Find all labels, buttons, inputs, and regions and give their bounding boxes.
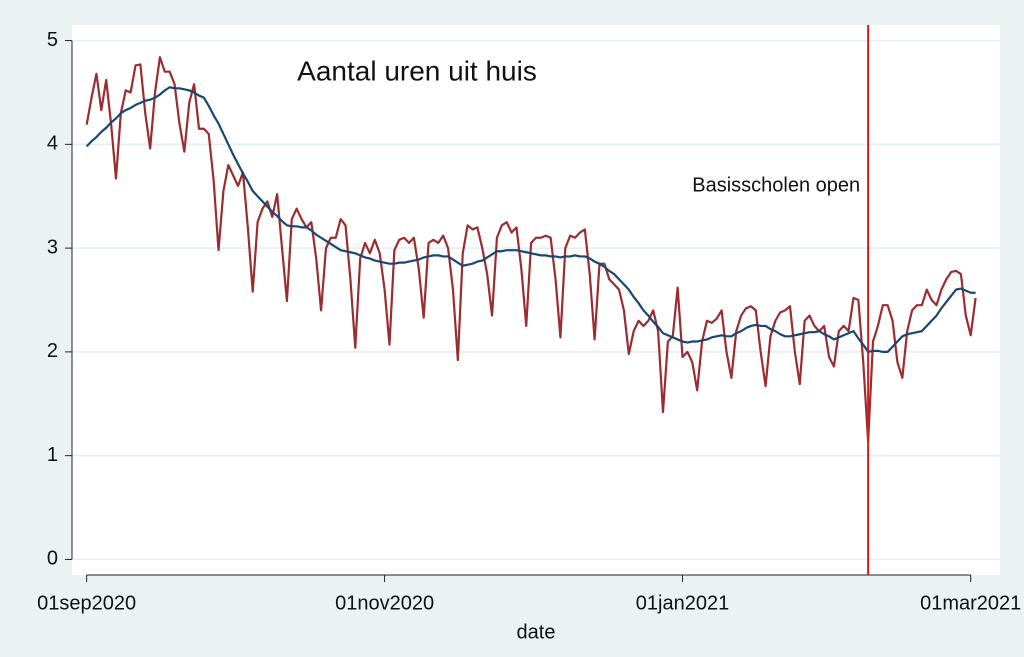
y-tick-label: 3 — [47, 236, 58, 258]
y-tick-label: 0 — [47, 548, 58, 570]
x-tick-label: 01jan2021 — [636, 592, 729, 614]
plot-area — [72, 25, 1000, 575]
x-tick-label: 01mar2021 — [920, 592, 1021, 614]
y-tick-label: 1 — [47, 444, 58, 466]
y-tick-label: 4 — [47, 133, 58, 155]
x-tick-label: 01sep2020 — [37, 592, 136, 614]
series-line — [85, 86, 976, 353]
reference-label: Basisscholen open — [692, 174, 860, 196]
y-tick-label: 2 — [47, 340, 58, 362]
x-axis-label: date — [517, 621, 556, 643]
series-line — [85, 56, 977, 443]
chart-title: Aantal uren uit huis — [297, 55, 537, 86]
x-tick-label: 01nov2020 — [335, 592, 434, 614]
y-tick-label: 5 — [47, 29, 58, 51]
